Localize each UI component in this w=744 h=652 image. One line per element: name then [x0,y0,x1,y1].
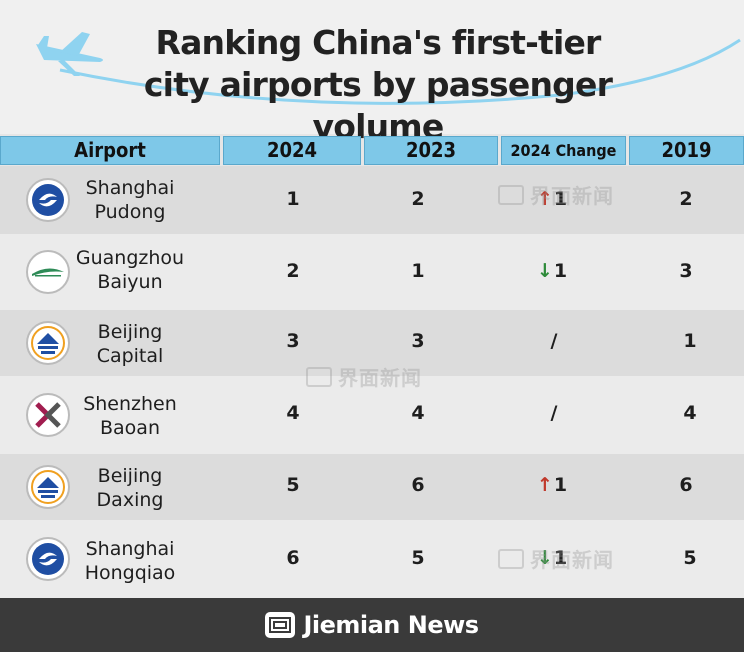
airport-name: Beijing Capital [74,320,186,368]
shanghai-airport-logo-icon [26,178,70,222]
change-value: / [550,402,558,424]
rank-2019: 4 [683,402,697,424]
airport-name-line2: Daxing [96,489,164,511]
rank-change: ↑ 1 [522,474,582,496]
change-value: 1 [553,474,568,496]
arrow-up-icon: ↑ [536,188,553,210]
change-value: 1 [553,188,568,210]
rank-change: ↑ 1 [522,188,582,210]
rank-2023: 5 [411,547,425,569]
column-header-2019: 2019 [629,136,744,165]
rank-2019: 5 [683,547,697,569]
airport-name-line1: Beijing [97,465,163,487]
airport-name-line1: Shenzhen [83,393,177,415]
guangzhou-airport-logo-icon [26,250,70,294]
change-value: / [550,330,558,352]
shanghai-airport-logo-icon [26,537,70,581]
rank-2019: 3 [679,260,693,282]
table-row: Shenzhen Baoan 4 4 / 4 [0,376,744,454]
rank-2019: 1 [683,330,697,352]
airport-name-line2: Capital [96,345,164,367]
rank-2024: 4 [286,402,300,424]
footer: Jiemian News [0,598,744,652]
shenzhen-airport-logo-icon [26,393,70,437]
airplane-icon [36,32,103,76]
rank-2023: 4 [411,402,425,424]
footer-brand: Jiemian News [303,611,479,639]
table-row: Shanghai Pudong 1 2 ↑ 1 2 [0,166,744,234]
airport-name-line2: Baoan [100,417,160,439]
airport-name-line2: Pudong [94,201,166,223]
airport-name-line2: Hongqiao [84,562,176,584]
change-value: 1 [553,260,568,282]
airport-name-line2: Baiyun [97,271,163,293]
rank-2024: 3 [286,330,300,352]
change-value: 1 [553,547,568,569]
beijing-airport-logo-icon [26,465,70,509]
column-header-2024: 2024 [223,136,361,165]
header-area: Ranking China's first-tier city airports… [0,0,744,146]
rank-2023: 1 [411,260,425,282]
rank-2024: 1 [286,188,300,210]
arrow-down-icon: ↓ [536,260,553,282]
rank-change: / [524,330,584,352]
rank-change: ↓ 1 [522,260,582,282]
airport-name: Shanghai Hongqiao [74,537,186,585]
table-row: Beijing Daxing 5 6 ↑ 1 6 [0,454,744,520]
column-header-airport: Airport [0,136,220,165]
rank-change: / [524,402,584,424]
table-row: Beijing Capital 3 3 / 1 [0,310,744,376]
airport-name: Beijing Daxing [74,464,186,512]
airport-name: Guangzhou Baiyun [74,246,186,294]
airport-name-line1: Shanghai [85,538,175,560]
rank-2023: 6 [411,474,425,496]
rank-2019: 2 [679,188,693,210]
rank-2024: 6 [286,547,300,569]
rank-2024: 5 [286,474,300,496]
table-row: Shanghai Hongqiao 6 5 ↓ 1 5 [0,520,744,598]
rank-2024: 2 [286,260,300,282]
column-header-2024-change: 2024 Change [501,136,626,165]
airport-name-line1: Shanghai [85,177,175,199]
airport-name: Shanghai Pudong [74,176,186,224]
beijing-airport-logo-icon [26,321,70,365]
airport-name: Shenzhen Baoan [74,392,186,440]
jiemian-logo-icon [265,612,296,638]
flight-path-swoosh [59,38,741,105]
rank-2019: 6 [679,474,693,496]
airport-name-line1: Guangzhou [75,247,185,269]
column-header-2023: 2023 [364,136,498,165]
arrow-up-icon: ↑ [536,474,553,496]
airport-name-line1: Beijing [97,321,163,343]
page-title: Ranking China's first-tier city airports… [143,23,613,146]
arrow-down-icon: ↓ [536,547,553,569]
table-row: Guangzhou Baiyun 2 1 ↓ 1 3 [0,234,744,310]
rank-change: ↓ 1 [522,547,582,569]
rank-2023: 3 [411,330,425,352]
rank-2023: 2 [411,188,425,210]
